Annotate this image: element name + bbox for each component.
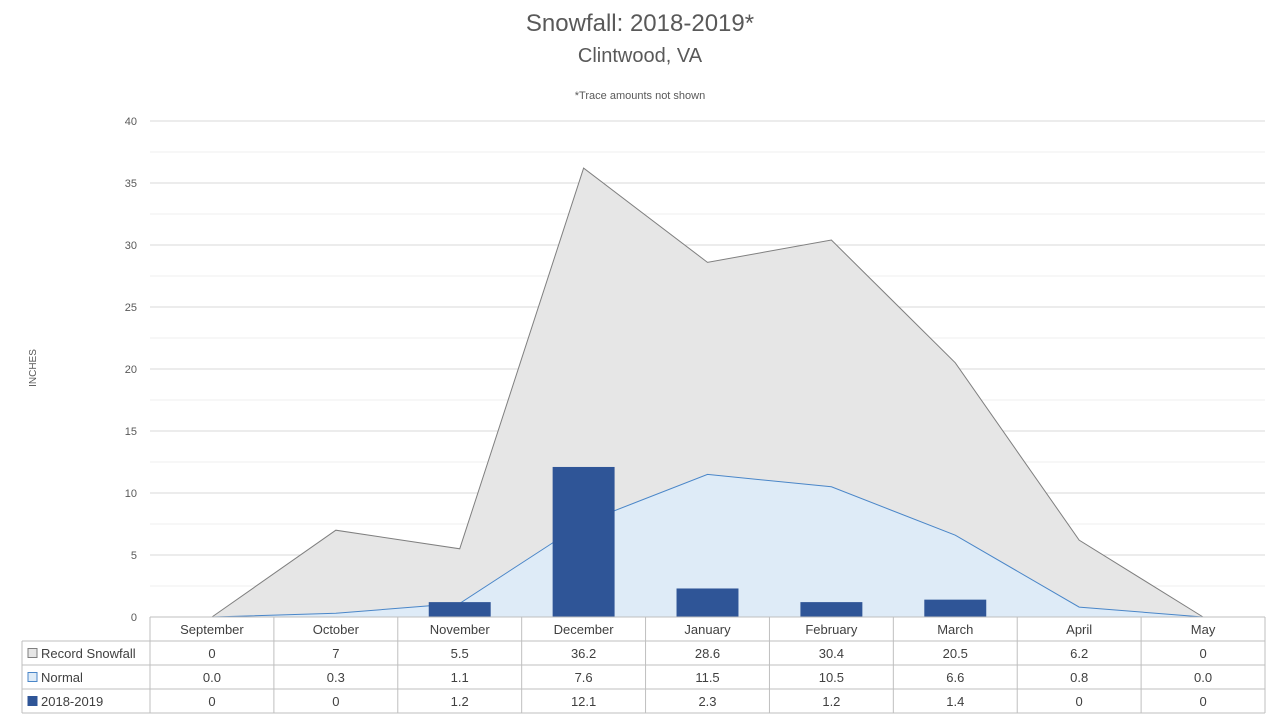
chart-note: *Trace amounts not shown — [574, 90, 706, 102]
y-tick-label: 15 — [125, 426, 137, 438]
legend-label: 2018-2019 — [41, 694, 103, 709]
x-tick-label: December — [554, 622, 615, 637]
data-label: 20.5 — [943, 646, 968, 661]
bar-january — [676, 588, 739, 617]
data-label: 0 — [1199, 694, 1206, 709]
area-series — [211, 167, 1204, 618]
y-tick-labels: 0 5 10 15 20 25 30 35 40 — [125, 116, 137, 624]
data-label: 7.6 — [575, 670, 593, 685]
data-label: 36.2 — [571, 646, 596, 661]
data-label: 0.8 — [1070, 670, 1088, 685]
x-tick-label: May — [1191, 622, 1216, 637]
data-label: 30.4 — [819, 646, 844, 661]
y-tick-label: 0 — [131, 612, 137, 624]
data-label: 2.3 — [698, 694, 716, 709]
legend-key — [27, 648, 38, 658]
data-label: 28.6 — [695, 646, 720, 661]
data-label: 1.1 — [451, 670, 469, 685]
data-label: 6.2 — [1070, 646, 1088, 661]
data-label: 11.5 — [695, 670, 719, 685]
x-tick-label: November — [430, 622, 491, 637]
data-label: 7 — [332, 646, 339, 661]
x-tick-label: April — [1066, 622, 1092, 637]
data-table: September October November December January F… — [21, 616, 1266, 714]
x-tick-label: January — [684, 622, 731, 637]
data-label: 0.3 — [327, 670, 345, 685]
bar-february — [800, 602, 863, 617]
y-tick-label: 35 — [125, 178, 137, 190]
legend-label: Record Snowfall — [41, 646, 136, 661]
y-tick-label: 25 — [125, 302, 137, 314]
y-tick-label: 20 — [125, 364, 137, 376]
chart-subtitle: Clintwood, VA — [577, 45, 703, 67]
data-label: 1.4 — [946, 694, 964, 709]
legend-label: Normal — [41, 670, 83, 685]
data-label: 0 — [1076, 694, 1083, 709]
data-label: 12.1 — [571, 694, 596, 709]
area-normal — [211, 474, 1204, 617]
data-label: 0.0 — [1194, 670, 1212, 685]
bar-november — [428, 602, 491, 617]
data-label: 1.2 — [822, 694, 840, 709]
x-tick-label: September — [180, 622, 244, 637]
data-label: 1.2 — [451, 694, 469, 709]
legend-key — [27, 696, 38, 706]
chart-title: Snowfall: 2018-2019* — [525, 10, 755, 37]
line-normal — [211, 473, 1204, 618]
data-label: 0 — [208, 646, 215, 661]
data-label: 0 — [332, 694, 339, 709]
data-label: 6.6 — [946, 670, 964, 685]
y-tick-label: 5 — [131, 550, 137, 562]
x-tick-label: February — [805, 622, 858, 637]
data-label: 0 — [1199, 646, 1206, 661]
data-label: 5.5 — [451, 646, 469, 661]
y-tick-label: 10 — [125, 488, 137, 500]
x-tick-label: March — [937, 622, 973, 637]
x-tick-label: October — [313, 622, 360, 637]
data-label: 10.5 — [819, 670, 844, 685]
bar-march — [924, 599, 987, 617]
y-tick-label: 40 — [125, 116, 137, 128]
legend-key — [27, 672, 38, 682]
data-label: 0 — [208, 694, 215, 709]
bar-series — [428, 466, 987, 617]
y-tick-label: 30 — [125, 240, 137, 252]
data-label: 0.0 — [203, 670, 221, 685]
bar-december — [552, 466, 615, 617]
area-record-snowfall — [211, 168, 1204, 617]
line-record-snowfall — [211, 167, 1204, 618]
